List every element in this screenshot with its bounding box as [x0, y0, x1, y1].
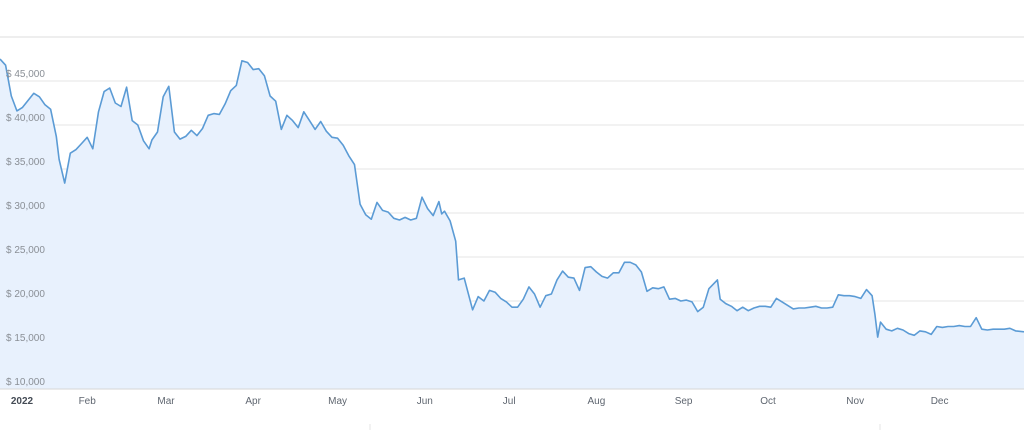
x-tick-label: Oct: [760, 396, 776, 407]
x-tick-label: Feb: [79, 396, 97, 407]
x-tick-label: Apr: [245, 396, 261, 407]
y-tick-label: $ 45,000: [6, 69, 45, 80]
x-tick-label: May: [328, 396, 347, 407]
y-tick-label: $ 40,000: [6, 113, 45, 124]
y-tick-label: $ 30,000: [6, 201, 45, 212]
y-tick-label: $ 20,000: [6, 289, 45, 300]
y-tick-label: $ 10,000: [6, 377, 45, 388]
x-tick-label: Jul: [503, 396, 516, 407]
series-line: [0, 58, 1024, 338]
y-axis-tick-labels: $ 10,000 $ 15,000 $ 20,000 $ 25,000 $ 30,000…: [6, 69, 45, 388]
x-tick-label: Nov: [846, 396, 864, 407]
y-tick-label: $ 15,000: [6, 333, 45, 344]
y-tick-label: $ 25,000: [6, 245, 45, 256]
x-axis-tick-labels: 2022 Feb Mar Apr May Jun Jul Aug Sep Oct Nov Dec: [11, 396, 949, 407]
series-area-fill: [0, 59, 1024, 389]
y-tick-label: $ 35,000: [6, 157, 45, 168]
x-tick-label: 2022: [11, 396, 34, 407]
x-tick-label: Sep: [675, 396, 693, 407]
x-tick-label: Aug: [587, 396, 605, 407]
x-tick-label: Mar: [157, 396, 175, 407]
x-tick-label: Jun: [417, 396, 433, 407]
x-tick-label: Dec: [931, 396, 949, 407]
